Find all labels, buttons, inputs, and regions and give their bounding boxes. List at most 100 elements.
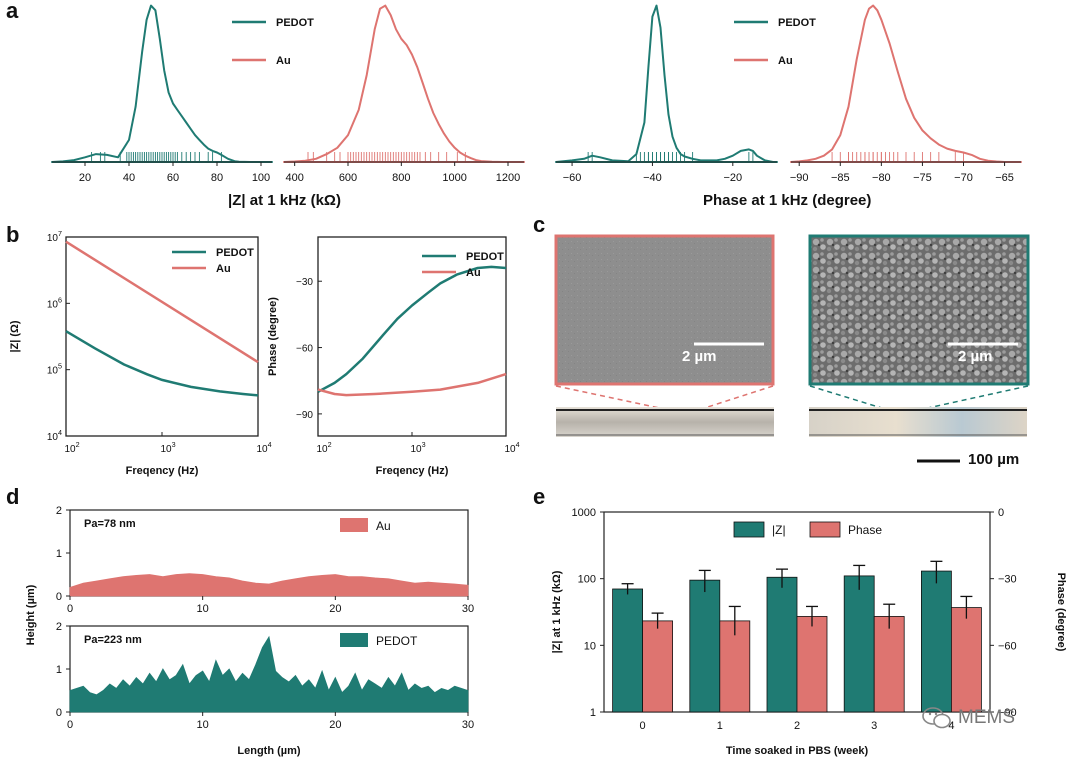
b-mag-ylabel: |Z| (Ω)	[9, 320, 21, 352]
e-ytick-right-label-1: −30	[998, 574, 1017, 586]
e-legend-phase-label: Phase	[848, 523, 882, 537]
b-phase-line-au	[317, 372, 507, 397]
e-ytick-label-0: 1	[590, 707, 596, 719]
b-phase-ytick-label-2: −30	[296, 277, 313, 288]
e-legend-z-label: |Z|	[772, 523, 786, 537]
a-ph-au-xtick-label-4: −70	[954, 172, 973, 184]
e-ylabel: |Z| at 1 kHz (kΩ)	[551, 570, 563, 653]
e-bar-phase-4	[951, 607, 982, 713]
b-mag-ytick-label-3: 107	[47, 229, 62, 244]
b-mag-xlabel: Freqency (Hz)	[126, 465, 199, 477]
d-au-ytick-label-2: 2	[56, 505, 62, 517]
a-z-au-xtick-label-0: 400	[285, 172, 303, 184]
b-phase-xlabel: Freqency (Hz)	[376, 465, 449, 477]
a-ph-au-xtick-label-2: −80	[872, 172, 891, 184]
e-legend-z-swatch	[733, 521, 765, 538]
optical-strip-au	[556, 407, 774, 437]
d-pedot-ytick-label-1: 1	[56, 664, 62, 676]
b-mag-line-pedot	[65, 330, 259, 397]
a-z-au-xtick-label-2: 800	[392, 172, 410, 184]
panel-c-images	[554, 234, 1030, 463]
d-au-xtick-label-0: 0	[67, 603, 73, 615]
d-pedot-xtick-label-2: 20	[329, 719, 341, 731]
e-bar-z-0	[612, 588, 643, 713]
b-mag-ytick-label-0: 104	[47, 428, 62, 443]
d-pedot-xtick-label-1: 10	[197, 719, 209, 731]
a-z-pedot-xtick-label-3: 80	[211, 172, 223, 184]
a-ph-au-xtick-label-3: −75	[913, 172, 932, 184]
b-mag-xtick-label-0: 102	[64, 440, 79, 455]
a-ph-au-density-line	[790, 4, 1022, 163]
d-pedot-xtick-label-0: 0	[67, 719, 73, 731]
b-phase-xtick-label-2: 104	[504, 440, 519, 455]
d-au-profile-area	[69, 573, 469, 597]
a-z-pedot-xtick-label-4: 100	[252, 172, 270, 184]
b-mag-xtick-label-2: 104	[256, 440, 271, 455]
watermark-text: MEMS	[958, 707, 1015, 728]
a-ph-pedot-density-line	[555, 4, 778, 163]
panel-label-b: b	[6, 222, 20, 247]
e-ytick-right-label-2: −60	[998, 640, 1017, 652]
panel-label-a: a	[6, 0, 19, 23]
d-pedot-ytick-label-0: 0	[56, 707, 62, 719]
b-legend2-pedot-label: PEDOT	[466, 251, 504, 263]
a-ph-pedot-xtick-label-0: −60	[563, 172, 582, 184]
d-au-legend-label: Au	[376, 519, 391, 533]
d-au-xtick-label-2: 20	[329, 603, 341, 615]
a-legend-pedot-label: PEDOT	[276, 17, 314, 29]
e-bar-phase-3	[873, 616, 905, 713]
b-legend2-au-label: Au	[466, 267, 481, 279]
d-ylabel: Height (µm)	[25, 584, 37, 645]
e-xtick-label-0: 0	[640, 720, 646, 732]
b-phase-ytick-label-1: −60	[296, 344, 313, 355]
optical-strip-pedot	[809, 407, 1027, 437]
scale-label-au: 2 µm	[682, 348, 717, 365]
e-bar-z-2	[766, 576, 798, 713]
watermark: MEMS	[922, 706, 1015, 730]
e-ytick-label-3: 1000	[572, 507, 596, 519]
d-au-ytick-label-1: 1	[56, 548, 62, 560]
d-pedot-xtick-label-3: 30	[462, 719, 474, 731]
e-ytick-label-2: 100	[578, 574, 596, 586]
e-xtick-label-2: 2	[794, 720, 800, 732]
a-z-pedot-density-line	[51, 4, 273, 163]
scale-label-100um: 100 µm	[968, 451, 1020, 468]
e-ytick-right-label-0: 0	[998, 507, 1004, 519]
e-xtick-label-3: 3	[871, 720, 877, 732]
e-xlabel: Time soaked in PBS (week)	[726, 745, 869, 757]
d-pedot-profile-area	[69, 635, 469, 713]
a-ph-pedot-xtick-label-2: −20	[723, 172, 742, 184]
e-bar-z-4	[921, 570, 952, 713]
a-z-au-xtick-label-3: 1000	[442, 172, 466, 184]
b-phase-xtick-label-1: 103	[410, 440, 425, 455]
sem-image-au	[554, 234, 775, 386]
b-legend-au-label: Au	[216, 263, 231, 275]
a-ph-au-xtick-label-1: −85	[831, 172, 850, 184]
wechat-icon	[922, 707, 951, 729]
a-ph-au-xtick-label-5: −65	[995, 172, 1014, 184]
a-z-pedot-xtick-label-2: 60	[167, 172, 179, 184]
a-legend-au-label: Au	[276, 55, 291, 67]
a-legend2-au-label: Au	[778, 55, 793, 67]
e-ytick-label-1: 10	[584, 640, 596, 652]
e-bar-phase-0	[642, 620, 673, 713]
b-mag-line-au	[65, 240, 259, 364]
d-au-xtick-label-3: 30	[462, 603, 474, 615]
a-ph-au-xtick-label-0: −90	[790, 172, 809, 184]
b-legend-pedot-label: PEDOT	[216, 247, 254, 259]
d-pedot-ytick-label-2: 2	[56, 621, 62, 633]
d-au-annotation: Pa=78 nm	[84, 518, 136, 530]
a-legend2-pedot-label: PEDOT	[778, 17, 816, 29]
scale-label-pedot: 2 µm	[958, 348, 993, 365]
d-pedot-legend-label: PEDOT	[376, 634, 418, 648]
sem-image-pedot	[808, 234, 1030, 386]
a-z-au-xtick-label-4: 1200	[496, 172, 520, 184]
d-au-ytick-label-0: 0	[56, 591, 62, 603]
b-phase-ylabel: Phase (degree)	[267, 297, 279, 376]
panel-label-c: c	[533, 212, 546, 237]
d-pedot-annotation: Pa=223 nm	[84, 634, 142, 646]
a-xlabel-phase: Phase at 1 kHz (degree)	[703, 192, 872, 209]
e-ylabel-right: Phase (degree)	[1055, 573, 1067, 652]
a-z-au-density-line	[283, 4, 525, 163]
